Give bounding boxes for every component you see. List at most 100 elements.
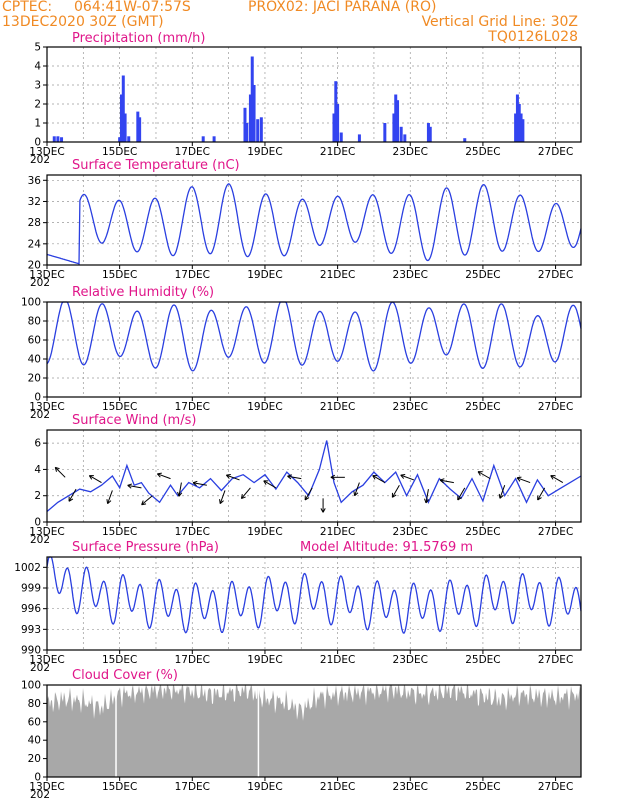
cloud-frame <box>46 684 582 778</box>
pressure-title: Surface Pressure (hPa) <box>72 540 219 555</box>
wind-arrow-head <box>425 499 430 504</box>
precipitation-xtick-label: 25DEC <box>465 146 500 158</box>
wind-arrow <box>400 473 415 481</box>
humidity-xtick-label: 15DEC <box>102 401 137 413</box>
precipitation-xtick-label: 19DEC <box>247 146 282 158</box>
wind-arrow-shaft <box>157 473 171 480</box>
precipitation-xtick-label: 23DEC <box>393 146 428 158</box>
wind-arrow-head <box>400 474 405 479</box>
wind-xtick-label: 15DEC <box>102 526 137 538</box>
cloud-ytick-label: 0 <box>34 772 41 784</box>
header-source: CPTEC: <box>2 0 53 15</box>
wind-arrow <box>156 472 171 480</box>
wind-arrow-head <box>287 475 292 480</box>
wind-arrow-head <box>439 478 445 481</box>
wind-arrow-head <box>106 499 109 504</box>
cloud-xtick-label: 15DEC <box>102 781 137 793</box>
wind-title: Surface Wind (m/s) <box>72 413 196 428</box>
temperature-frame <box>46 174 582 266</box>
wind-ytick-label: 4 <box>34 464 41 476</box>
humidity-frame <box>46 301 582 398</box>
precipitation-bar <box>121 75 125 142</box>
humidity-xtick-label: 13DEC <box>29 401 64 413</box>
wind-arrow <box>498 485 506 499</box>
precipitation-ytick-label: 4 <box>34 61 41 73</box>
wind-arrow-head <box>498 493 501 499</box>
wind-arrow <box>516 476 531 484</box>
precipitation-bar <box>394 94 398 142</box>
precipitation-bar <box>60 137 64 142</box>
precipitation-bar <box>396 100 400 142</box>
humidity-xtick-label: 21DEC <box>320 401 355 413</box>
wind-arrow-head <box>263 480 267 485</box>
temperature-year-label: 202 <box>30 277 50 289</box>
precipitation-bar <box>212 136 216 142</box>
precipitation-bar <box>119 94 123 142</box>
precipitation-bar <box>123 113 127 142</box>
humidity-xtick-label: 17DEC <box>175 401 210 413</box>
wind-xtick-label: 17DEC <box>175 526 210 538</box>
wind-arrow <box>353 482 360 497</box>
precipitation-bar <box>252 85 256 142</box>
temperature-xtick-label: 27DEC <box>538 269 573 281</box>
wind-arrow-shaft <box>127 484 142 489</box>
cloud-xtick-label: 27DEC <box>538 781 573 793</box>
wind-arrow <box>219 490 226 504</box>
wind-arrow-head <box>424 498 427 504</box>
pressure-ytick-label: 1002 <box>14 562 41 574</box>
wind-arrow-head <box>226 473 231 476</box>
temperature-xtick-label: 19DEC <box>247 269 282 281</box>
wind-arrow-head <box>353 491 356 496</box>
wind-arrow-head <box>550 475 554 480</box>
humidity-ytick-label: 40 <box>28 354 41 366</box>
wind-arrow-head <box>107 500 112 504</box>
wind-arrow-shaft <box>141 495 153 506</box>
humidity-xtick-label: 27DEC <box>538 401 573 413</box>
pressure-xtick-label: 21DEC <box>320 654 355 666</box>
precipitation-bar <box>403 134 407 142</box>
header-coords: 064:41W-07:57S <box>74 0 191 15</box>
precipitation-ytick-label: 3 <box>34 80 41 92</box>
temperature-xtick-label: 17DEC <box>175 269 210 281</box>
precipitation-bar <box>521 119 525 142</box>
wind-arrow-head <box>68 498 74 502</box>
header-grid-note: Vertical Grid Line: 30Z <box>421 14 578 30</box>
temperature-xtick-label: 13DEC <box>29 269 64 281</box>
precipitation-bar <box>245 123 249 142</box>
precipitation-title: Precipitation (mm/h) <box>72 31 205 46</box>
wind-arrow <box>304 487 313 501</box>
humidity-ytick-label: 0 <box>34 392 41 404</box>
precipitation-bar <box>259 117 263 142</box>
wind-arrow-head <box>127 485 132 489</box>
temperature-ytick-label: 24 <box>28 238 42 250</box>
wind-arrow <box>372 475 386 484</box>
temperature-xtick-label: 15DEC <box>102 269 137 281</box>
wind-arrow-shaft <box>263 480 277 489</box>
wind-arrow-head <box>439 479 444 484</box>
wind-arrow <box>225 473 240 481</box>
wind-arrow-head <box>287 474 292 477</box>
precipitation-bar <box>514 113 518 142</box>
wind-year-label: 202 <box>30 534 50 546</box>
wind-arrow-shaft <box>372 475 386 484</box>
wind-arrow-head <box>304 497 310 501</box>
wind-arrow <box>263 480 277 489</box>
humidity-title: Relative Humidity (%) <box>72 285 214 300</box>
cloud-xtick-label: 21DEC <box>320 781 355 793</box>
wind-arrow-shaft <box>304 487 313 501</box>
precipitation-bar <box>332 113 336 142</box>
wind-arrow-head <box>219 499 221 504</box>
precipitation-bar <box>515 94 519 142</box>
precipitation-ytick-label: 0 <box>34 137 41 149</box>
wind-arrow-shaft <box>391 484 400 498</box>
precipitation-bar <box>339 132 343 142</box>
precipitation-xtick-label: 27DEC <box>538 146 573 158</box>
precipitation-bar <box>52 136 56 142</box>
precipitation-bar <box>136 111 140 142</box>
wind-arrow <box>88 475 102 484</box>
wind-arrow-head <box>156 473 161 478</box>
wind-arrow-shaft <box>457 487 466 501</box>
pressure-xtick-label: 23DEC <box>393 654 428 666</box>
cloud-xtick-label: 25DEC <box>465 781 500 793</box>
